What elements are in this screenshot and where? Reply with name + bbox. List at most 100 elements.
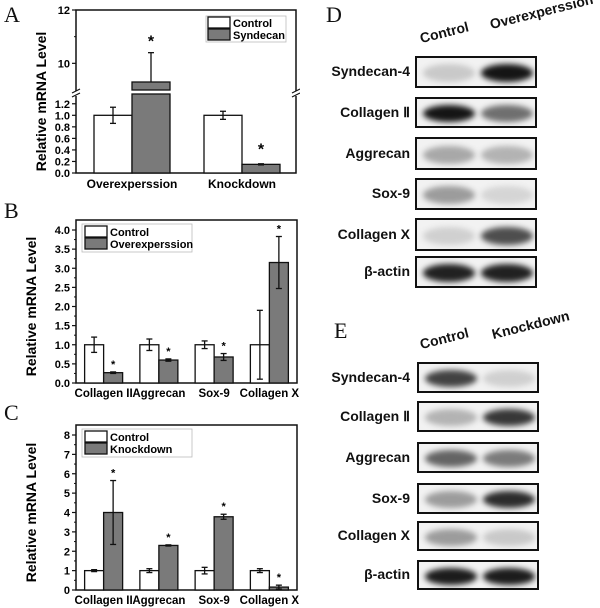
panel-letter-a: A	[4, 2, 20, 27]
blot-strip	[417, 401, 539, 432]
blot-strip	[415, 256, 537, 288]
blot-band	[423, 186, 475, 204]
significance-star: *	[166, 346, 171, 358]
blot-row-label: Collagen Ⅱ	[340, 407, 410, 424]
blot-row-label: Collagen X	[337, 225, 410, 242]
significance-star: *	[148, 34, 155, 51]
blot-band	[423, 264, 475, 282]
y-tick-label: 3	[64, 527, 70, 539]
y-tick-label: 0.2	[55, 156, 70, 168]
significance-star: *	[277, 572, 282, 584]
y-tick-label: 8	[64, 430, 70, 442]
x-category-label: Collagen II	[75, 388, 133, 400]
significance-star: *	[277, 224, 282, 236]
blot-band	[425, 370, 477, 388]
y-tick-label: 0.6	[55, 133, 70, 145]
blot-band	[423, 226, 475, 245]
bar-treated	[131, 93, 171, 174]
blot-row-label: Collagen X	[337, 527, 410, 543]
svg-text:Knockdown: Knockdown	[110, 444, 173, 456]
blot-band	[483, 409, 535, 427]
y-tick-label: 4.0	[55, 225, 70, 237]
x-category-label: Overexperssion	[87, 177, 178, 191]
blot-row-label: Syndecan-4	[331, 368, 410, 385]
blot-strip	[415, 97, 537, 128]
svg-text:Control: Control	[233, 18, 272, 30]
blot-band	[423, 64, 475, 82]
bar-control	[139, 569, 160, 591]
bar-control	[203, 114, 243, 174]
panel-letter-d: D	[326, 2, 342, 27]
blot-strip	[415, 178, 537, 210]
svg-text:Overexperssion: Overexperssion	[110, 239, 193, 251]
blot-strip	[415, 137, 537, 170]
blot-band	[483, 491, 535, 509]
y-axis-label: Relative mRNA Level	[33, 32, 49, 172]
chart-a: 0.00.20.40.60.81.01.2 10 12 * Overexperssion…	[33, 5, 300, 191]
blot-row-label: β-actin	[364, 263, 410, 279]
chart-b: 0.0 0.5 1.0 1.5 2.0 2.5 3.0 3.5 4.0 * Collagen II *…	[23, 219, 299, 400]
y-tick-label: 12	[58, 5, 70, 17]
significance-star: *	[166, 532, 171, 544]
y-tick-label: 0.8	[55, 122, 70, 134]
y-tick-label: 3.5	[55, 244, 70, 256]
y-tick-label: 1.0	[55, 110, 70, 122]
y-tick-label: 0.5	[55, 359, 70, 371]
y-tick-label: 3.0	[55, 263, 70, 275]
y-tick-label: 1	[64, 566, 70, 578]
panel-letter-c: C	[4, 400, 19, 425]
y-tick-label: 2.5	[55, 282, 70, 294]
bar-control	[194, 344, 215, 384]
blot-band	[425, 409, 477, 427]
blot-band	[425, 491, 477, 509]
y-tick-label: 10	[58, 58, 70, 70]
blot-band	[425, 568, 477, 585]
bar-control	[249, 569, 271, 591]
y-tick-label: 1.0	[55, 340, 70, 352]
x-category-label: Sox-9	[198, 595, 229, 607]
y-axis-label: Relative mRNA Level	[23, 237, 39, 377]
y-tick-label: 1.5	[55, 321, 70, 333]
y-tick-label: 0	[64, 585, 70, 597]
y-tick-label: 0.0	[55, 168, 70, 180]
y-tick-label: 5	[64, 488, 70, 500]
blot-band	[483, 568, 535, 585]
significance-star: *	[111, 468, 116, 480]
x-category-label: Sox-9	[198, 388, 229, 400]
panel-letter-b: B	[4, 198, 19, 223]
blot-band	[481, 186, 533, 204]
blot-row-label: Collagen Ⅱ	[340, 103, 410, 120]
x-category-label: Aggrecan	[132, 388, 185, 400]
x-category-label: Knockdown	[208, 177, 276, 191]
significance-star: *	[258, 141, 265, 158]
blot-row-label: Aggrecan	[345, 144, 410, 161]
blot-row-label: β-actin	[364, 566, 410, 582]
y-tick-label: 4	[64, 508, 71, 520]
y-tick-label: 7	[64, 449, 70, 461]
significance-star: *	[221, 341, 226, 353]
blot-strip	[417, 560, 539, 590]
svg-text:Control: Control	[110, 227, 149, 239]
bar-treated	[213, 516, 234, 591]
bar-treated	[158, 544, 179, 591]
lane-label-d-overexpression: Overexperssion	[488, 0, 595, 33]
y-tick-label: 0.0	[55, 378, 70, 390]
blot-row-label: Aggrecan	[345, 448, 410, 465]
significance-star: *	[111, 359, 116, 371]
bar-treated	[102, 372, 124, 384]
y-tick-label: 6	[64, 469, 70, 481]
blot-row-label: Sox-9	[371, 185, 410, 201]
blot-band	[483, 450, 535, 468]
bar-treated	[158, 359, 179, 384]
blot-strip	[417, 483, 539, 514]
blot-band	[481, 105, 533, 123]
y-axis-label: Relative mRNA Level	[23, 443, 39, 583]
blot-band	[481, 226, 533, 245]
panel-letter-e: E	[334, 318, 348, 343]
blot-band	[483, 370, 535, 388]
svg-text:Syndecan: Syndecan	[233, 30, 285, 42]
bar-treated-upper	[131, 81, 171, 91]
lane-label-e-knockdown: Knockdown	[490, 307, 571, 342]
blot-band	[425, 450, 477, 468]
blot-row-label: Sox-9	[371, 489, 410, 506]
